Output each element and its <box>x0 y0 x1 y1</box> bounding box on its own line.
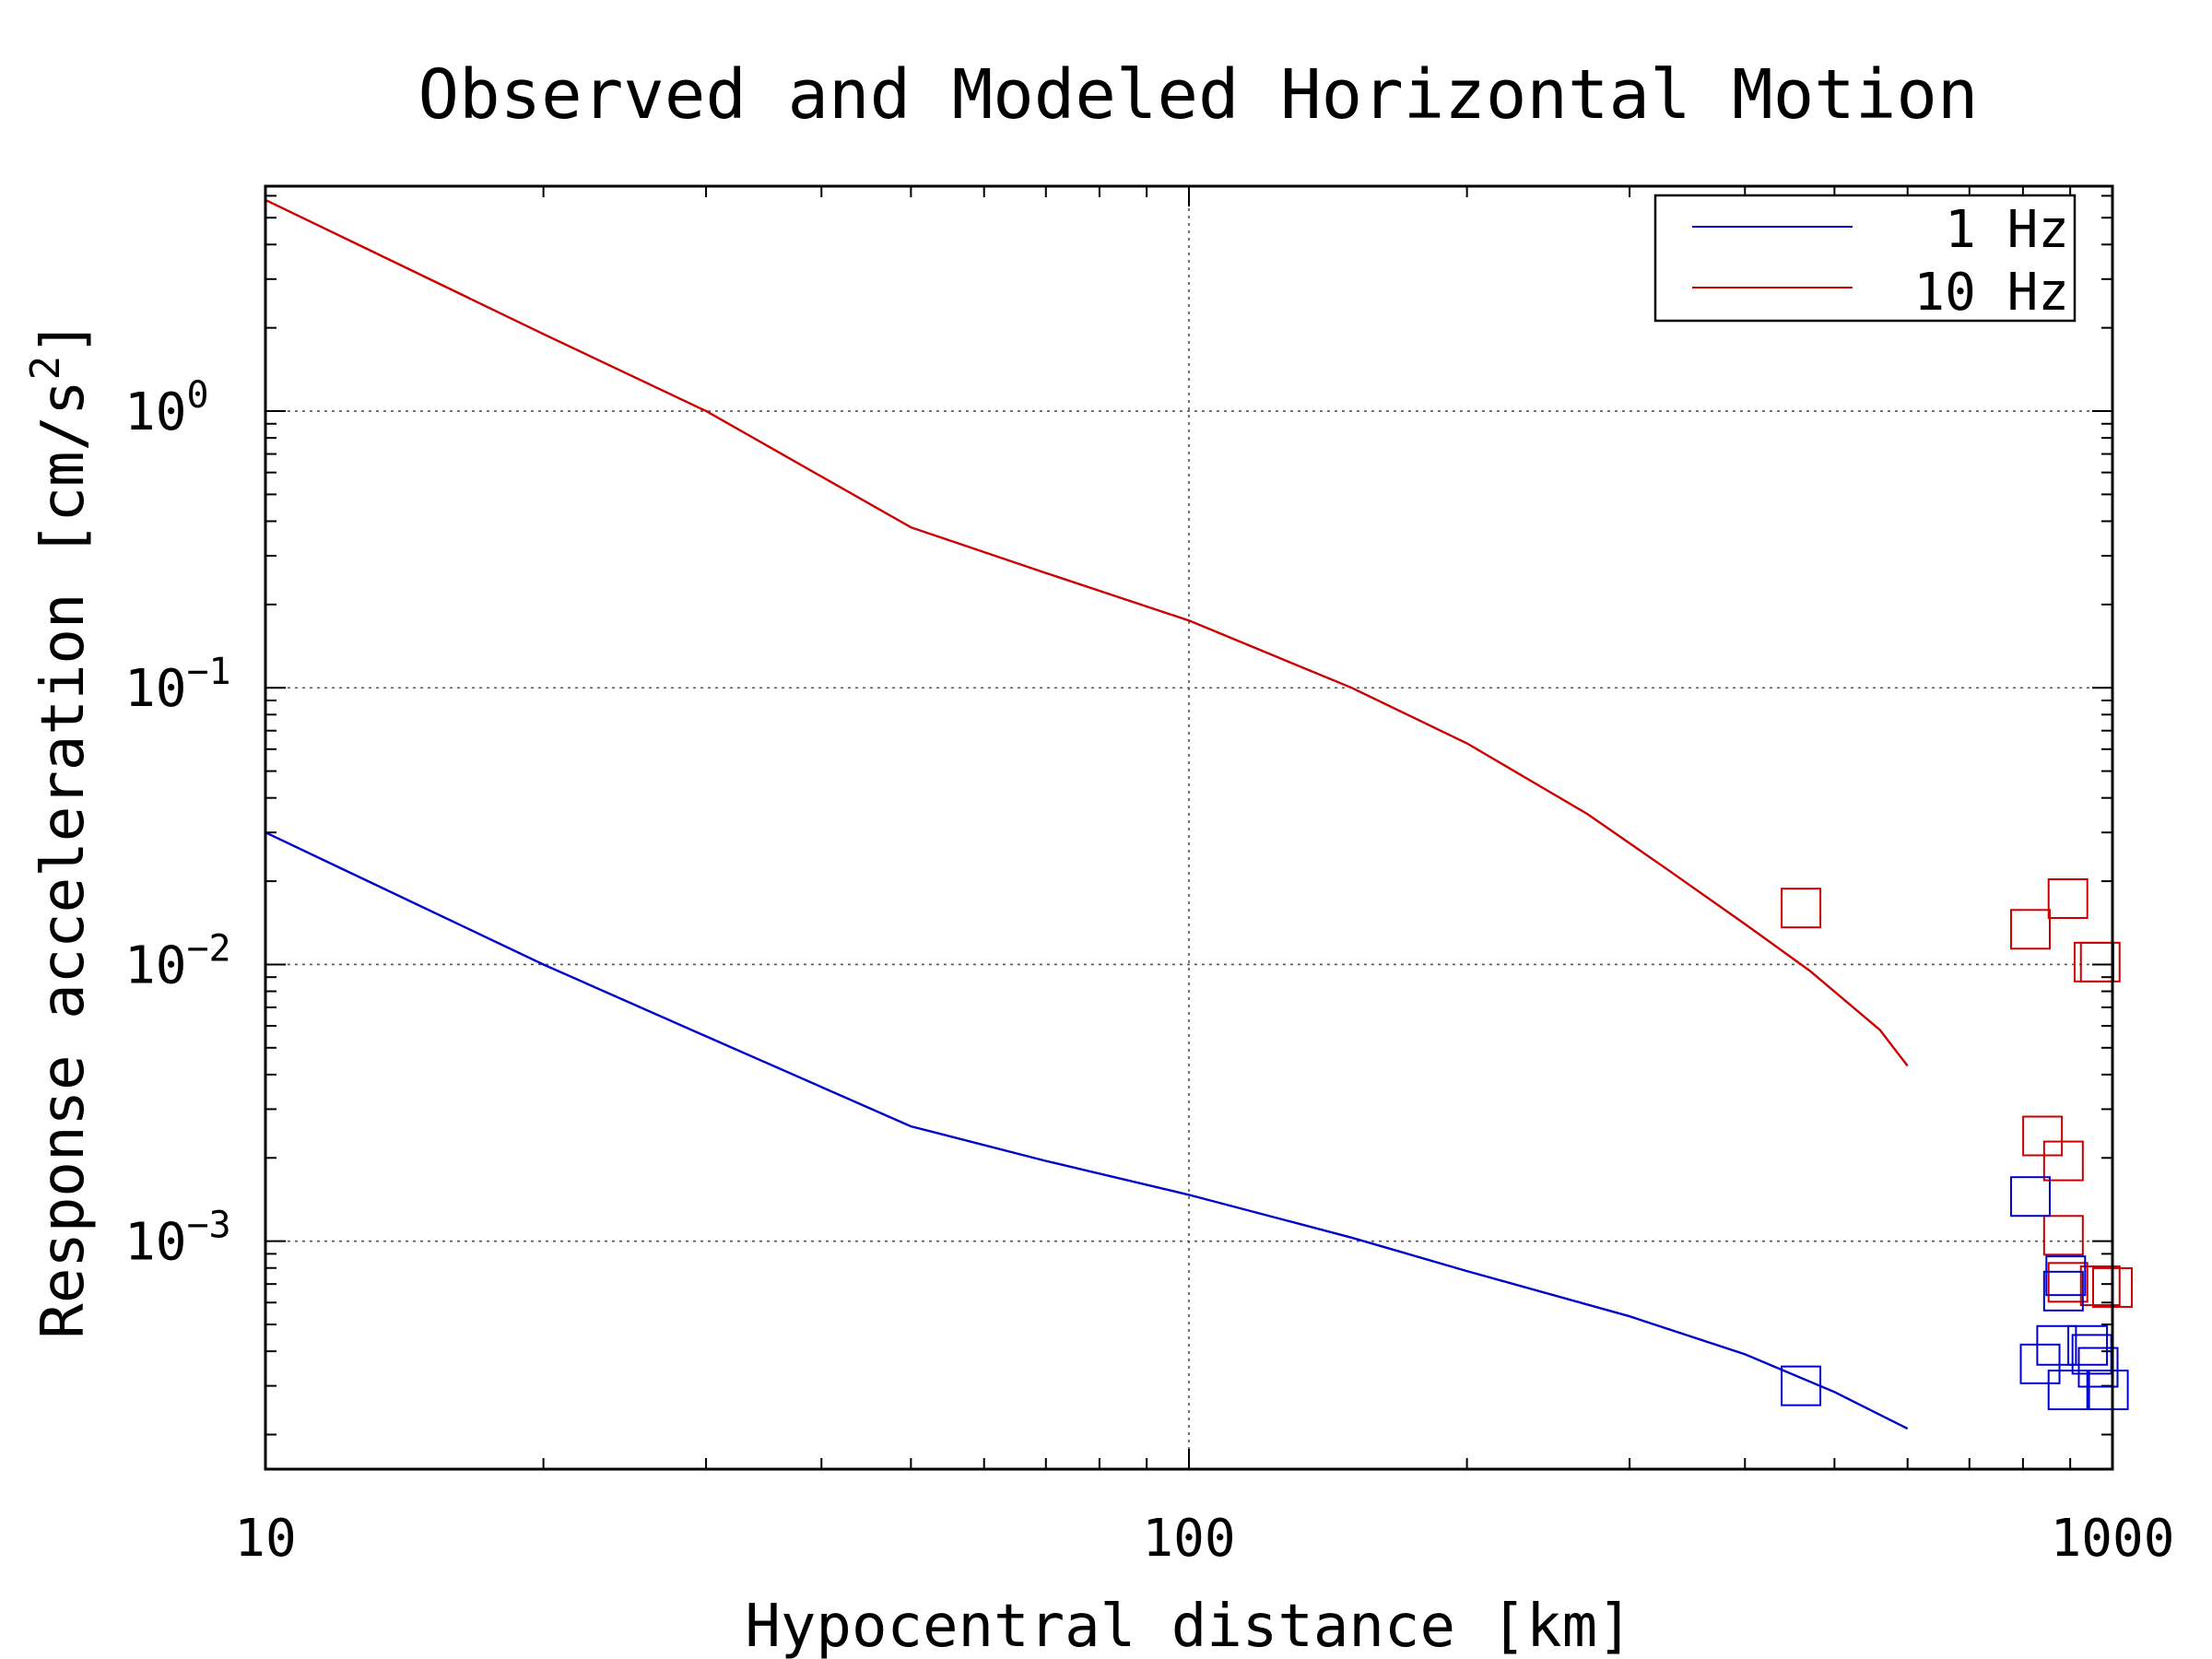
observed-marker-10hz <box>2079 941 2121 982</box>
observed-marker-10hz <box>2042 1215 2084 1256</box>
y-tick-label-exp: −2 <box>186 927 230 970</box>
observed-marker-10hz <box>2047 1262 2088 1303</box>
y-tick-label-base: 10 <box>124 935 186 995</box>
plot-frame <box>264 184 2114 1471</box>
y-tick-label-exp: −1 <box>186 651 230 693</box>
grid-lines <box>265 186 2112 1469</box>
observed-marker-10hz <box>2009 909 2051 950</box>
observed-marker-1hz <box>2009 1176 2051 1218</box>
y-axis-label-close: ] <box>29 320 98 356</box>
y-tick-label-exp: 0 <box>186 374 208 417</box>
observed-marker-1hz <box>2088 1370 2129 1411</box>
observed-marker-1hz <box>2077 1347 2119 1388</box>
observed-marker-10hz <box>2022 1115 2064 1157</box>
series-line-10hz <box>265 198 1909 1067</box>
tick-marks <box>265 186 2113 1469</box>
x-tick-label: 1000 <box>2051 1509 2175 1569</box>
y-tick-label-base: 10 <box>124 1213 186 1273</box>
legend-label-10hz: 10 Hz <box>1913 263 2069 323</box>
legend-label-1hz: 1 Hz <box>1945 200 2069 260</box>
x-tick-labels: 10 100 1000 <box>234 1509 2174 1569</box>
x-tick-label: 100 <box>1142 1509 1235 1569</box>
y-tick-label: 100 <box>124 374 209 442</box>
observed-markers <box>1781 877 2133 1411</box>
chart-title: Observed and Modeled Horizontal Motion <box>418 55 1979 135</box>
y-tick-label-base: 10 <box>124 382 186 442</box>
series-lines <box>265 198 1909 1430</box>
y-tick-label-exp: −3 <box>186 1205 230 1247</box>
x-tick-label: 10 <box>234 1509 296 1569</box>
y-tick-label: 10−2 <box>124 927 231 995</box>
legend: 1 Hz 10 Hz <box>1653 194 2077 323</box>
x-axis-label: Hypocentral distance [km] <box>745 1593 1632 1659</box>
observed-marker-1hz <box>2045 1255 2087 1297</box>
observed-marker-10hz <box>1781 888 1822 929</box>
y-axis-label-exp: 2 <box>22 356 69 381</box>
y-tick-label: 10−1 <box>124 651 231 719</box>
observed-marker-1hz <box>1781 1365 1822 1406</box>
series-line-1hz <box>265 831 1909 1430</box>
y-axis-label: Response acceleration [cm/s2] <box>22 320 98 1338</box>
legend-box <box>1653 194 2077 323</box>
observed-marker-1hz <box>2042 1270 2084 1312</box>
y-tick-label: 10−3 <box>124 1205 231 1273</box>
y-axis-label-main: Response acceleration [cm/s <box>29 380 98 1338</box>
observed-marker-10hz <box>2042 1140 2084 1182</box>
y-tick-label-base: 10 <box>124 659 186 719</box>
observed-marker-1hz <box>2047 1370 2088 1411</box>
observed-marker-1hz <box>2067 1324 2109 1366</box>
observed-marker-10hz <box>2079 1265 2121 1307</box>
observed-marker-10hz <box>2047 877 2088 919</box>
observed-marker-1hz <box>2036 1324 2077 1366</box>
